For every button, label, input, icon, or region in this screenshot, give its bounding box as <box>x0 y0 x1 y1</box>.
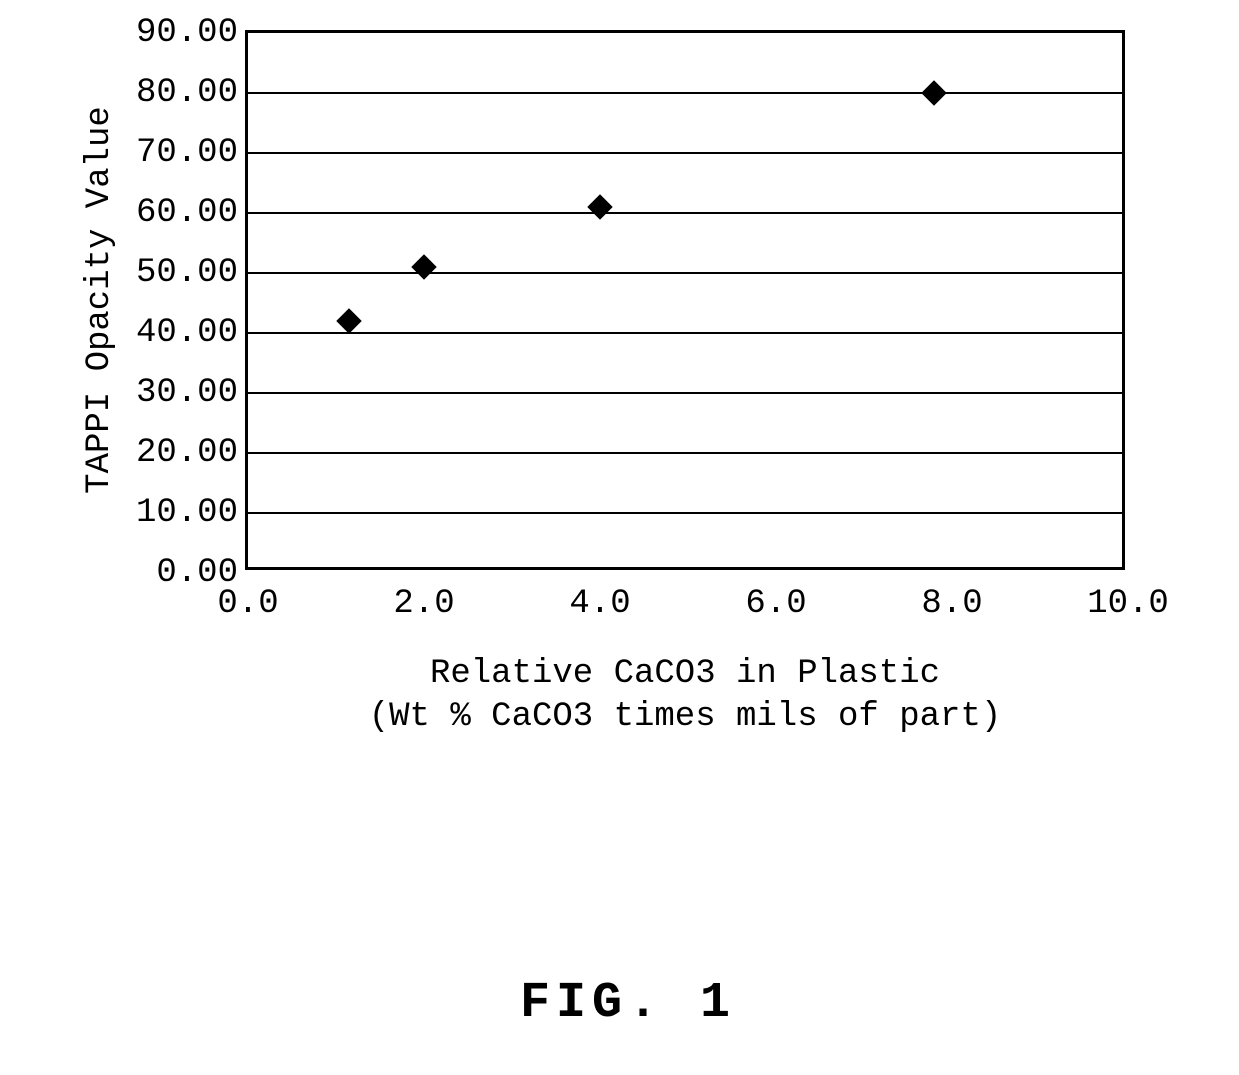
x-axis-label-line2: (Wt % CaCO3 times mils of part) <box>369 698 1002 736</box>
data-point <box>922 80 947 105</box>
data-point <box>336 308 361 333</box>
x-tick-label: 6.0 <box>745 585 806 623</box>
data-point <box>587 194 612 219</box>
x-tick-label: 8.0 <box>921 585 982 623</box>
figure-caption: FIG. 1 <box>520 975 736 1032</box>
y-axis-label: TAPPI Opacity Value <box>81 106 119 494</box>
x-tick-label: 2.0 <box>393 585 454 623</box>
plot-area: 0.0010.0020.0030.0040.0050.0060.0070.008… <box>245 30 1125 570</box>
y-tick-label: 80.00 <box>136 74 238 112</box>
figure-wrap: 0.0010.0020.0030.0040.0050.0060.0070.008… <box>0 0 1239 1075</box>
gridline-y <box>248 272 1122 274</box>
gridline-y <box>248 512 1122 514</box>
gridline-y <box>248 452 1122 454</box>
gridline-y <box>248 392 1122 394</box>
y-tick-label: 50.00 <box>136 254 238 292</box>
x-tick-label: 0.0 <box>217 585 278 623</box>
y-tick-label: 10.00 <box>136 494 238 532</box>
y-tick-label: 90.00 <box>136 14 238 52</box>
x-tick-label: 10.0 <box>1087 585 1169 623</box>
y-tick-label: 30.00 <box>136 374 238 412</box>
y-tick-label: 60.00 <box>136 194 238 232</box>
gridline-y <box>248 332 1122 334</box>
data-point <box>411 254 436 279</box>
y-tick-label: 70.00 <box>136 134 238 172</box>
gridline-y <box>248 92 1122 94</box>
y-tick-label: 20.00 <box>136 434 238 472</box>
gridline-y <box>248 152 1122 154</box>
x-tick-label: 4.0 <box>569 585 630 623</box>
scatter-chart: 0.0010.0020.0030.0040.0050.0060.0070.008… <box>245 30 1125 570</box>
x-axis-label-line1: Relative CaCO3 in Plastic <box>430 655 940 693</box>
gridline-y <box>248 212 1122 214</box>
y-tick-label: 40.00 <box>136 314 238 352</box>
